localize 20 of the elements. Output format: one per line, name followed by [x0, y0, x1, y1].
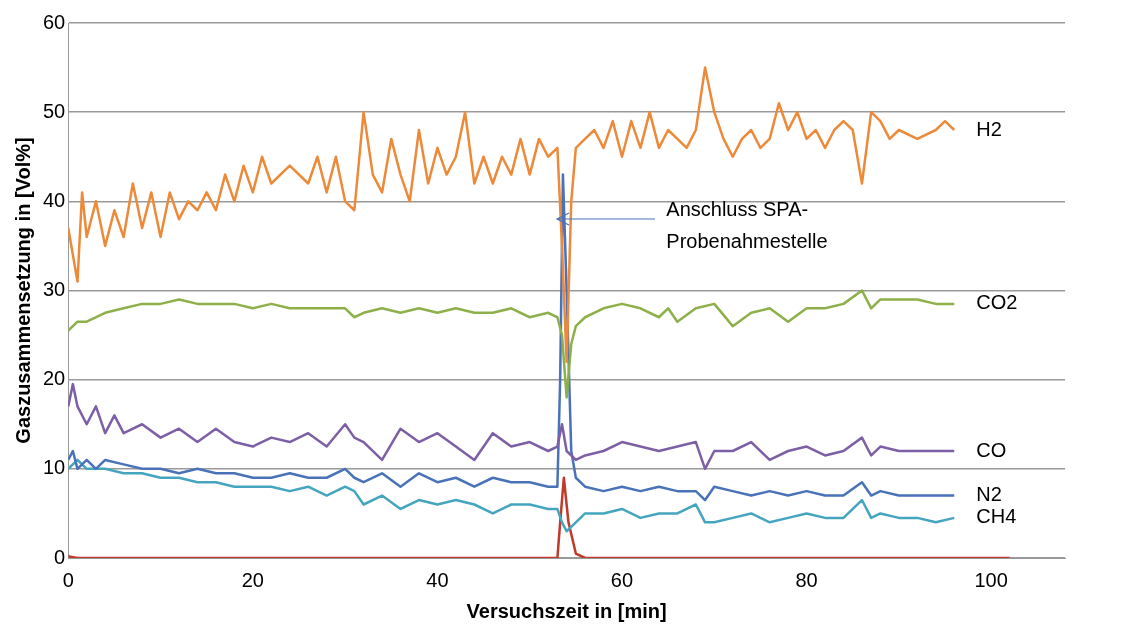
x-tick-label: 60 — [610, 568, 634, 591]
y-axis-title: Gaszusammensetzung in [Vol%] — [11, 137, 34, 444]
y-tick-label: 30 — [43, 278, 66, 301]
series-label: CO — [976, 438, 1007, 461]
series-label: N2 — [976, 483, 1002, 506]
x-tick-label: 20 — [241, 568, 264, 591]
annotation: Anschluss SPA- Probenahmestelle — [666, 197, 828, 252]
series-label: CO2 — [976, 291, 1018, 314]
series-label: CH4 — [976, 505, 1017, 528]
y-tick-label: 50 — [43, 99, 66, 122]
y-tick-label: 60 — [43, 10, 66, 33]
x-tick-label: 80 — [795, 568, 818, 591]
y-tick-label: 10 — [43, 456, 66, 479]
y-tick-label: 20 — [43, 367, 66, 390]
x-axis-title: Versuchszeit in [min] — [466, 599, 667, 622]
x-tick-label: 100 — [974, 568, 1008, 591]
y-tick-label: 0 — [54, 545, 66, 568]
y-tick-label: 40 — [43, 188, 66, 211]
x-tick-label: 40 — [426, 568, 449, 591]
series-label: H2 — [976, 117, 1002, 140]
